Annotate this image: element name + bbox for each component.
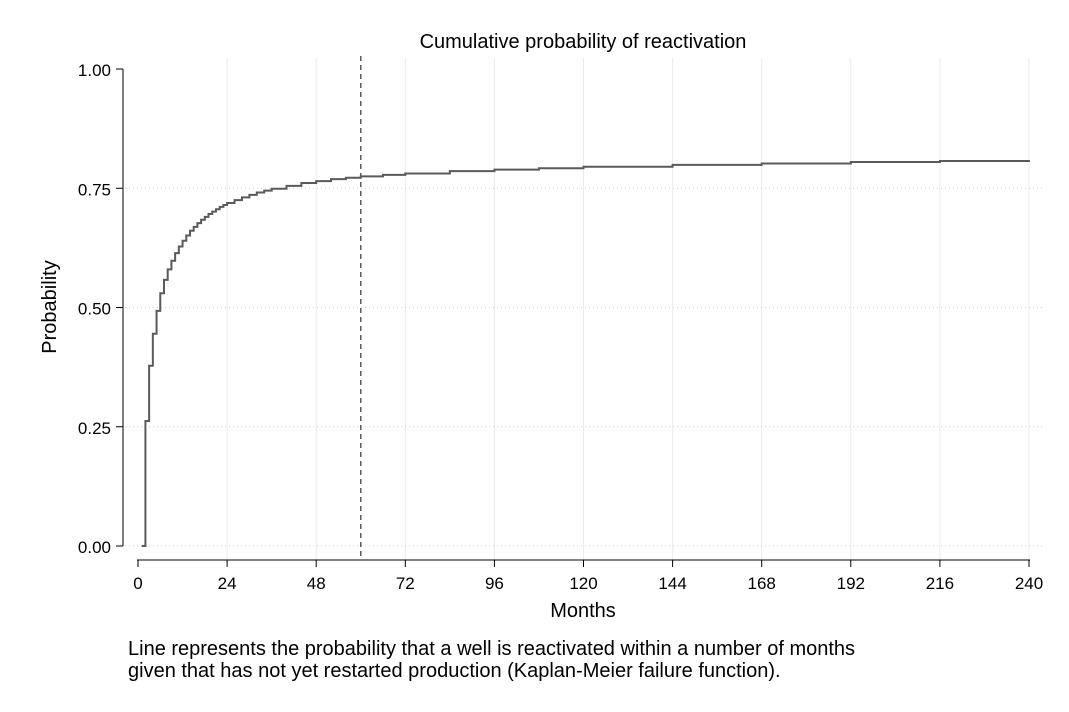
x-tick-label: 72 bbox=[396, 574, 415, 593]
y-axis-label: Probability bbox=[39, 260, 61, 353]
x-tick-label: 216 bbox=[926, 574, 954, 593]
x-tick-label: 144 bbox=[658, 574, 686, 593]
y-tick-label: 0.75 bbox=[78, 180, 111, 199]
x-tick-label: 120 bbox=[569, 574, 597, 593]
chart-title: Cumulative probability of reactivation bbox=[420, 31, 747, 53]
x-tick-label: 24 bbox=[218, 574, 237, 593]
note-line-2: given that has not yet restarted product… bbox=[128, 660, 781, 682]
x-tick-label: 192 bbox=[837, 574, 865, 593]
x-tick-label: 0 bbox=[133, 574, 142, 593]
axis-ticks: 0.00 0.25 0.50 0.75 1.00 0 24 48 72 96 120 144 168 19… bbox=[78, 61, 1043, 593]
grid-lines bbox=[125, 58, 1045, 560]
x-tick-label: 96 bbox=[485, 574, 504, 593]
chart-note: Line represents the probability that a w… bbox=[128, 638, 1028, 682]
x-tick-label: 240 bbox=[1015, 574, 1043, 593]
y-tick-label: 0.25 bbox=[78, 419, 111, 438]
y-tick-label: 0.50 bbox=[78, 300, 111, 319]
km-failure-curve bbox=[141, 160, 1030, 547]
x-tick-label: 168 bbox=[748, 574, 776, 593]
y-tick-label: 1.00 bbox=[78, 61, 111, 80]
y-tick-label: 0.00 bbox=[78, 538, 111, 557]
note-line-1: Line represents the probability that a w… bbox=[128, 638, 856, 660]
x-tick-label: 48 bbox=[307, 574, 326, 593]
x-axis-label: Months bbox=[550, 600, 616, 622]
